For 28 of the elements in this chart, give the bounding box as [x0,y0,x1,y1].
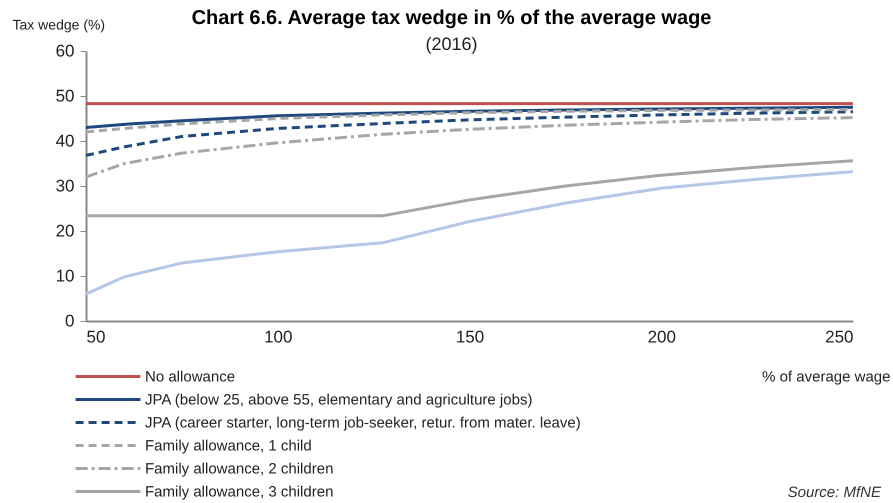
legend-label: Family allowance, 3 children [145,484,334,500]
y-tick-label: 60 [56,42,74,60]
x-tick-label: 50 [86,328,106,346]
y-axis-title: Tax wedge (%) [12,16,106,32]
line-series [84,108,854,134]
x-axis-title: % of average wage [762,368,890,386]
y-tick-label: 0 [65,312,74,330]
y-tick-label: 50 [56,86,74,106]
x-tick-label: 250 [825,328,854,346]
line-series [84,159,854,218]
chart-subtitle: (2016) [425,34,478,54]
x-tick-label: 100 [264,328,292,346]
x-tick-label: 200 [648,328,676,346]
legend-label: JPA (below 25, above 55, elementary and agriculture jobs) [145,392,532,408]
y-tick-label: 40 [56,132,74,150]
legend-label: JPA (career starter, long-term job-seeker, retur. from mater. leave) [145,414,581,432]
legend-label: Family allowance, 2 children [145,460,334,478]
legend-label: No allowance [145,368,236,386]
y-tick-label: 10 [56,266,74,286]
line-series [84,110,854,157]
chart-title: Chart 6.6. Average tax wedge in % of the average wage [192,7,712,29]
legend-label: Family allowance, 1 child [145,438,312,454]
line-series [84,170,854,296]
source-note: Source: MfNE [788,484,881,501]
line-series [84,116,854,178]
x-tick-label: 150 [456,328,484,346]
y-tick-label: 20 [56,222,74,240]
y-tick-label: 30 [56,176,74,196]
